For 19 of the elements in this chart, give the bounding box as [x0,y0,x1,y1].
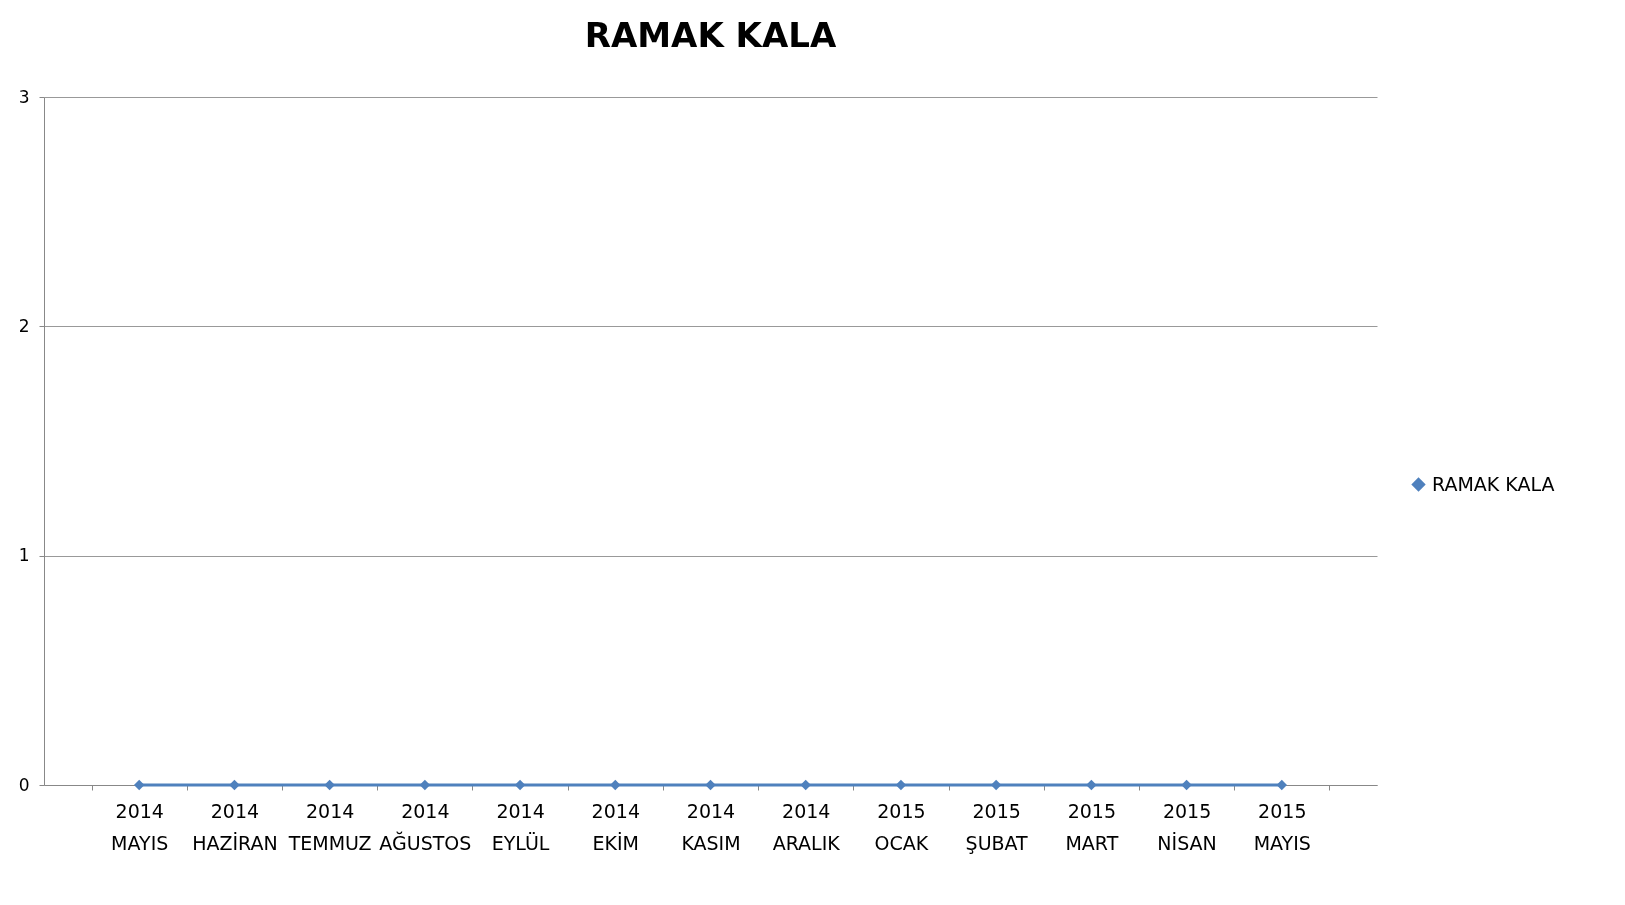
legend-label: RAMAK KALA [1432,472,1555,495]
chart-title: RAMAK KALA [584,15,837,55]
y-tick-label: 1 [18,545,30,566]
x-tick-label: 2014 HAZİRAN [192,799,278,854]
x-tick-label: 2014 EYLÜL [491,799,550,854]
y-tick-label: 0 [18,774,30,795]
x-tick-label: 2014 ARALIK [772,799,841,854]
x-tick-label: 2015 OCAK [874,799,929,854]
y-tick-label: 2 [18,315,30,336]
x-tick-label: 2014 MAYIS [111,799,169,854]
x-tick-label: 2014 TEMMUZ [287,799,372,854]
x-tick-label: 2014 EKİM [591,799,640,854]
y-tick-label: 3 [18,86,30,107]
x-tick-label: 2014 AĞUSTOS [379,799,472,854]
x-tick-label: 2014 KASIM [681,799,741,854]
x-tick-label: 2015 MAYIS [1253,799,1311,854]
x-tick-label: 2015 ŞUBAT [965,799,1029,854]
x-tick-label: 2015 MART [1065,799,1119,854]
x-tick-label: 2015 NİSAN [1157,799,1217,854]
